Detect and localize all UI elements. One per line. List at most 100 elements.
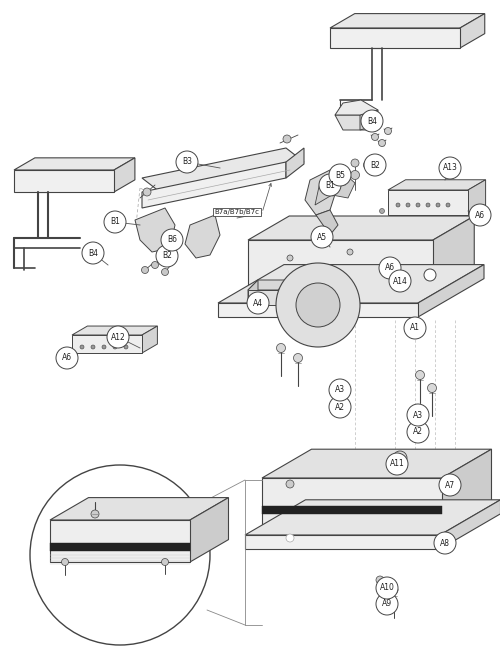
Circle shape <box>319 174 341 196</box>
Text: A2: A2 <box>413 428 423 436</box>
Circle shape <box>329 396 351 418</box>
Circle shape <box>294 353 302 362</box>
Polygon shape <box>315 170 355 205</box>
Circle shape <box>107 326 129 348</box>
Polygon shape <box>388 190 468 215</box>
Polygon shape <box>142 148 304 192</box>
Polygon shape <box>218 303 418 317</box>
Polygon shape <box>185 215 220 258</box>
Circle shape <box>389 270 411 292</box>
Text: A6: A6 <box>385 264 395 272</box>
Circle shape <box>390 586 398 594</box>
Polygon shape <box>316 210 338 235</box>
Polygon shape <box>248 216 474 240</box>
Circle shape <box>102 345 106 349</box>
Polygon shape <box>468 180 485 215</box>
Circle shape <box>143 188 151 196</box>
Circle shape <box>439 474 461 496</box>
Polygon shape <box>245 500 500 535</box>
Polygon shape <box>388 180 486 190</box>
Polygon shape <box>360 110 378 130</box>
Polygon shape <box>335 115 368 130</box>
Polygon shape <box>433 216 474 290</box>
Polygon shape <box>50 520 190 562</box>
Text: A3: A3 <box>413 411 423 419</box>
Polygon shape <box>135 208 175 252</box>
Text: B4: B4 <box>367 116 377 125</box>
Polygon shape <box>142 162 286 208</box>
Text: A14: A14 <box>392 276 407 285</box>
Text: B7a/B7b/B7c: B7a/B7b/B7c <box>214 209 260 215</box>
Circle shape <box>396 454 404 462</box>
Polygon shape <box>330 14 485 28</box>
Circle shape <box>350 170 360 180</box>
Circle shape <box>258 302 266 310</box>
Text: B1: B1 <box>325 180 335 189</box>
Polygon shape <box>50 498 228 520</box>
Circle shape <box>386 453 408 475</box>
Circle shape <box>156 245 178 267</box>
Polygon shape <box>305 170 338 215</box>
Polygon shape <box>14 158 135 170</box>
Text: B5: B5 <box>335 170 345 180</box>
Text: A6: A6 <box>475 210 485 219</box>
Circle shape <box>56 347 78 369</box>
Text: A4: A4 <box>253 298 263 308</box>
Circle shape <box>446 203 450 207</box>
Circle shape <box>286 534 294 542</box>
Circle shape <box>380 208 384 214</box>
Text: A8: A8 <box>440 539 450 547</box>
Polygon shape <box>190 498 228 562</box>
Circle shape <box>91 510 99 518</box>
Text: A12: A12 <box>110 332 126 342</box>
Polygon shape <box>440 500 500 549</box>
Circle shape <box>364 161 372 170</box>
Circle shape <box>396 203 400 207</box>
Circle shape <box>152 261 158 268</box>
Circle shape <box>393 451 407 465</box>
Polygon shape <box>218 264 484 303</box>
Circle shape <box>416 370 424 379</box>
Circle shape <box>361 110 383 132</box>
Text: B2: B2 <box>370 161 380 170</box>
Circle shape <box>30 465 210 645</box>
Polygon shape <box>418 264 484 317</box>
Circle shape <box>351 159 359 167</box>
Circle shape <box>469 204 491 226</box>
Text: A1: A1 <box>410 323 420 332</box>
Polygon shape <box>142 326 158 353</box>
Polygon shape <box>335 100 378 115</box>
Circle shape <box>162 558 168 565</box>
Circle shape <box>376 577 398 599</box>
Circle shape <box>311 226 333 248</box>
Polygon shape <box>248 280 288 290</box>
Circle shape <box>247 292 269 314</box>
Circle shape <box>162 268 168 276</box>
Circle shape <box>384 127 392 135</box>
Circle shape <box>296 283 340 327</box>
Circle shape <box>439 157 461 179</box>
Polygon shape <box>248 280 258 305</box>
Polygon shape <box>330 28 460 48</box>
Circle shape <box>372 133 378 140</box>
Polygon shape <box>262 449 492 478</box>
Text: A3: A3 <box>335 385 345 394</box>
Circle shape <box>176 151 198 173</box>
Text: B4: B4 <box>88 249 98 257</box>
Circle shape <box>407 421 429 443</box>
Text: B2: B2 <box>162 251 172 261</box>
Circle shape <box>416 203 420 207</box>
Circle shape <box>329 164 351 186</box>
Circle shape <box>329 379 351 401</box>
Circle shape <box>426 203 430 207</box>
Circle shape <box>407 404 429 426</box>
Circle shape <box>161 229 183 251</box>
Polygon shape <box>248 240 433 290</box>
Circle shape <box>428 383 436 392</box>
Circle shape <box>379 257 401 279</box>
Circle shape <box>276 343 285 353</box>
Text: B6: B6 <box>167 236 177 244</box>
Polygon shape <box>248 290 278 305</box>
Circle shape <box>376 593 398 615</box>
Polygon shape <box>14 170 114 192</box>
